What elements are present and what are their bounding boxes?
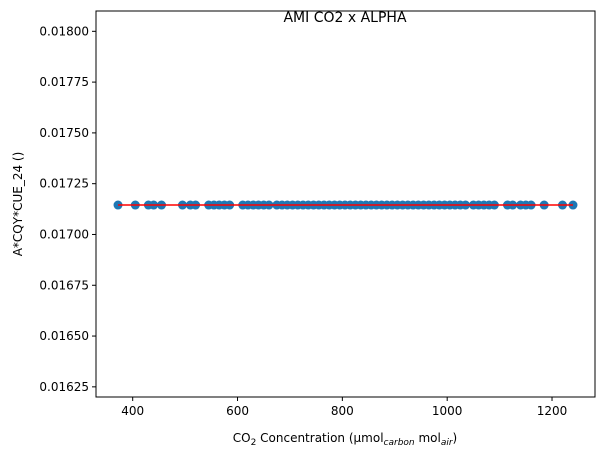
x-tick-label: 800	[331, 404, 354, 418]
y-tick-label: 0.01725	[39, 177, 89, 191]
x-tick-label: 1000	[432, 404, 463, 418]
x-label-co-sub: 2	[251, 438, 257, 448]
x-axis-ticks: 400 600 800 1000 1200	[121, 397, 567, 418]
x-axis-label: CO2 Concentration (μmolcarbon molair)	[233, 431, 457, 448]
x-tick-label: 400	[121, 404, 144, 418]
y-axis-label: A*CQY*CUE_24 ()	[11, 152, 25, 257]
x-label-sub-air: air	[441, 438, 454, 448]
x-label-middle: Concentration (μmol	[256, 431, 383, 445]
x-tick-label: 1200	[537, 404, 568, 418]
chart-title: AMI CO2 x ALPHA	[283, 10, 406, 26]
y-tick-label: 0.01650	[39, 329, 89, 343]
x-label-co: CO	[233, 431, 251, 445]
plot-frame	[95, 10, 596, 398]
y-tick-label: 0.01800	[39, 24, 89, 38]
y-tick-label: 0.01775	[39, 75, 89, 89]
y-tick-label: 0.01750	[39, 126, 89, 140]
x-label-suffix: )	[453, 431, 458, 445]
x-label-sub-carbon: carbon	[384, 438, 415, 448]
x-label-mol: mol	[415, 431, 441, 445]
y-axis-ticks: 0.01625 0.01650 0.01675 0.01700 0.01725 0.017…	[39, 24, 96, 394]
y-tick-label: 0.01625	[39, 380, 89, 394]
y-tick-label: 0.01700	[39, 227, 89, 241]
x-tick-label: 600	[226, 404, 249, 418]
y-tick-label: 0.01675	[39, 278, 89, 292]
